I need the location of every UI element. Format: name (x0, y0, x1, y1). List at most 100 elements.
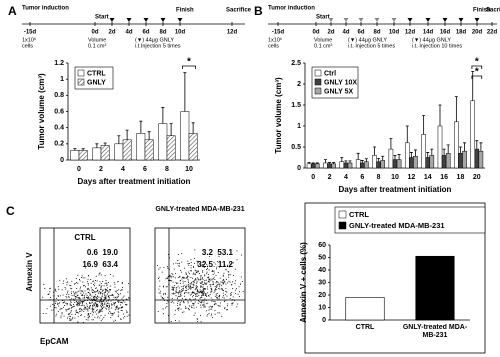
flow-dot (80, 292, 82, 294)
flow-dot (101, 307, 103, 309)
flow-dot (211, 308, 213, 310)
flow-dot (109, 273, 111, 275)
flow-title: CTRL (74, 233, 95, 242)
flow-dot (178, 293, 180, 295)
flow-dot (167, 276, 169, 278)
flow-dot (214, 295, 216, 297)
y-tick-label: 60 (318, 242, 326, 249)
flow-dot (87, 291, 89, 293)
flow-dot (74, 317, 76, 319)
flow-dot (199, 297, 201, 299)
flow-dot (87, 314, 89, 316)
flow-dot (185, 306, 186, 308)
flow-dot (75, 310, 77, 312)
flow-dot (100, 291, 101, 293)
x-tick-label: CTRL (356, 324, 375, 331)
flow-dot (80, 294, 82, 296)
flow-dot (118, 307, 120, 309)
flow-dot (96, 303, 98, 305)
bar (92, 147, 102, 161)
flow-dot (120, 318, 122, 320)
flow-dot (201, 277, 203, 279)
flow-dot (90, 302, 92, 304)
panel-letter: B (254, 4, 263, 18)
flow-dot (190, 259, 192, 261)
flow-dot (90, 300, 92, 301)
bar (345, 297, 385, 321)
flow-dot (188, 271, 190, 273)
flow-dot (112, 294, 114, 296)
flow-dot (105, 290, 107, 292)
flow-dot (201, 300, 203, 302)
flow-dot (201, 294, 203, 296)
flow-dot (213, 292, 215, 294)
flow-frame (39, 227, 131, 324)
flow-dot (114, 286, 116, 288)
flow-dot (97, 312, 99, 314)
flow-dot (193, 281, 195, 283)
flow-dot (185, 286, 187, 288)
flow-dot (104, 295, 106, 297)
flow-dot (221, 288, 223, 290)
flow-dot (158, 276, 160, 278)
flow-dot (60, 308, 62, 310)
flow-dot (104, 301, 106, 303)
flow-dot (79, 288, 81, 290)
flow-dot (93, 300, 95, 302)
flow-dot (126, 310, 128, 312)
flow-dot (75, 309, 77, 311)
flow-dot (68, 313, 70, 314)
flow-dot (174, 309, 176, 311)
flow-dot (184, 307, 186, 309)
flow-dot (108, 306, 110, 307)
flow-dot (117, 300, 119, 302)
flow-dot (190, 281, 192, 283)
flow-dot (219, 294, 221, 296)
flow-dot (160, 295, 162, 297)
flow-dot (214, 313, 216, 315)
flow-dot (228, 271, 230, 273)
flow-dot (56, 302, 58, 304)
flow-dot (200, 283, 202, 285)
flow-dot (210, 284, 212, 286)
flow-dot (199, 301, 201, 303)
timeline-note: i.t.Injection 5 times (135, 43, 181, 49)
flow-dot (95, 287, 97, 289)
flow-dot (75, 312, 77, 313)
flow-dot (230, 295, 232, 297)
flow-dot (158, 278, 159, 279)
flow-dot (76, 303, 78, 305)
flow-dot (234, 282, 236, 284)
flow-dot (203, 300, 205, 302)
flow-dot (77, 321, 79, 323)
flow-dot (216, 261, 218, 263)
timeline-finish: Finish (176, 8, 194, 14)
injection-marker (109, 18, 115, 22)
timeline-note: cells (22, 43, 33, 49)
flow-dot (115, 296, 117, 298)
flow-dot (225, 268, 227, 270)
flow-dot (121, 307, 123, 308)
flow-dot (71, 305, 72, 306)
error-bar (373, 146, 377, 156)
flow-dot (94, 282, 96, 284)
flow-dot (186, 284, 188, 286)
flow-dot (169, 275, 170, 277)
injection-marker (143, 18, 149, 22)
flow-dot (203, 302, 205, 304)
flow-dot (162, 286, 164, 288)
flow-dot (98, 272, 100, 274)
flow-dot (107, 282, 109, 283)
flow-dot (232, 274, 234, 276)
flow-dot (111, 294, 112, 296)
y-tick-label: 0 (322, 317, 326, 324)
flow-dot (49, 288, 51, 290)
legend-label: CTRL (87, 70, 106, 77)
flow-dot (189, 284, 191, 286)
flow-dot (211, 306, 213, 307)
flow-dot (178, 291, 180, 293)
flow-dot (89, 294, 91, 295)
flow-dot (220, 281, 222, 283)
flow-dot (57, 286, 59, 288)
flow-dot (173, 302, 175, 304)
